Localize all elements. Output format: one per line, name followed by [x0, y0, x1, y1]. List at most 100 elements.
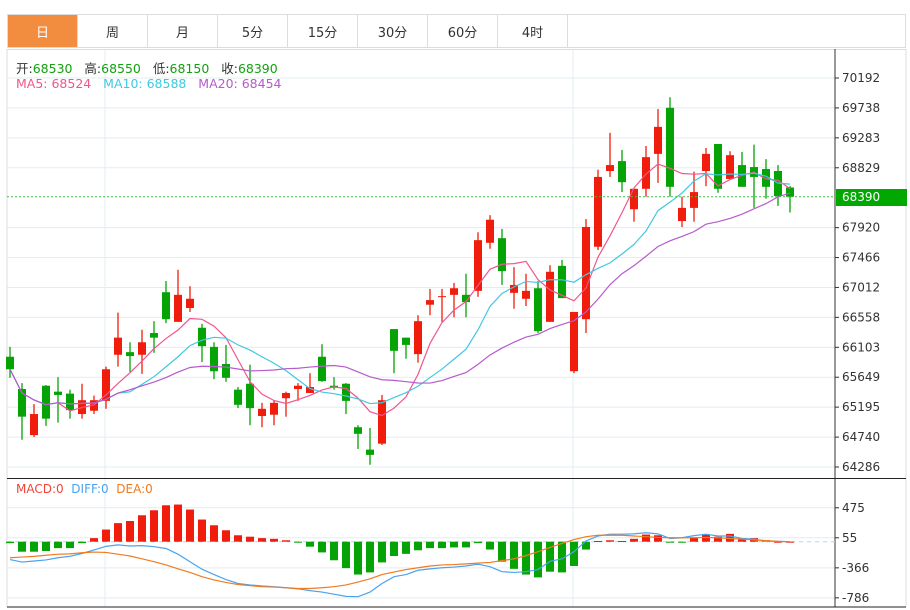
macd-bar — [474, 541, 482, 544]
macd-bar — [162, 505, 170, 542]
tab-15min[interactable]: 15分 — [288, 15, 358, 47]
macd-bar — [738, 538, 746, 542]
price-tick-label: 67466 — [842, 251, 880, 265]
candle-body — [786, 187, 794, 197]
candle-body — [486, 219, 494, 243]
macd-bar — [18, 541, 26, 552]
candle-body — [198, 327, 206, 347]
tab-5min[interactable]: 5分 — [218, 15, 288, 47]
macd-bar — [258, 538, 266, 542]
candle-body — [234, 389, 242, 405]
macd-bar — [450, 541, 458, 548]
candle-body — [258, 408, 266, 417]
candle-body — [126, 352, 134, 357]
high-label: 高: — [84, 61, 102, 76]
macd-bar — [606, 540, 614, 542]
tab-month[interactable]: 月 — [148, 15, 218, 47]
macd-bar — [222, 530, 230, 542]
candle-body — [18, 389, 26, 417]
candle-body — [726, 155, 734, 179]
candle-body — [594, 176, 602, 247]
candle-body — [162, 292, 170, 320]
macd-bar — [666, 541, 674, 543]
macd-bar — [546, 541, 554, 572]
macd-bar — [726, 533, 734, 542]
macd-bar — [102, 529, 110, 542]
macd-bar — [174, 504, 182, 542]
macd-bar — [642, 534, 650, 542]
close-label: 收: — [221, 61, 238, 76]
candle-body — [66, 393, 74, 411]
macd-bar — [678, 541, 686, 543]
candle-body — [282, 392, 290, 399]
candle-body — [426, 300, 434, 305]
candle-body — [150, 333, 158, 338]
candle-body — [222, 363, 230, 378]
ma-readout: MA5: 68524 MA10: 68588 MA20: 68454 — [16, 76, 282, 91]
low-label: 低: — [152, 61, 170, 76]
macd-bar — [702, 534, 710, 542]
open-value: 68530 — [32, 61, 73, 76]
macd-value: MACD:0 — [16, 482, 64, 496]
candle-body — [570, 311, 578, 372]
tab-30min[interactable]: 30分 — [358, 15, 428, 47]
ma5-value: MA5: 68524 — [16, 76, 92, 91]
macd-bar — [114, 523, 122, 542]
candle-body — [618, 161, 626, 183]
candle-body — [762, 169, 770, 187]
candle-body — [270, 402, 278, 415]
macd-bar — [438, 541, 446, 549]
macd-bar — [30, 541, 38, 552]
candle-body — [402, 337, 410, 345]
tab-4hour[interactable]: 4时 — [498, 15, 568, 47]
tab-60min[interactable]: 60分 — [428, 15, 498, 47]
candle-body — [498, 238, 506, 272]
candle-body — [138, 342, 146, 355]
macd-tick-label: -366 — [842, 561, 869, 575]
candle-body — [654, 126, 662, 154]
candle-body — [546, 271, 554, 322]
candle-body — [642, 157, 650, 189]
macd-bar — [282, 540, 290, 542]
candle-body — [90, 400, 98, 411]
macd-tick-label: 55 — [842, 531, 857, 545]
macd-bar — [66, 541, 74, 549]
ma20-line — [9, 192, 791, 406]
macd-bar — [558, 541, 566, 573]
current-price-tag: 68390 — [836, 189, 907, 206]
macd-bar — [498, 541, 506, 562]
candle-body — [114, 337, 122, 355]
candle-body — [678, 207, 686, 222]
macd-bar — [426, 541, 434, 549]
candle-body — [42, 385, 50, 419]
candle-body — [462, 294, 470, 303]
candle-body — [354, 427, 362, 434]
macd-bar — [126, 520, 134, 542]
macd-bar — [186, 509, 194, 542]
macd-bar — [522, 541, 530, 575]
candle-body — [558, 265, 566, 299]
candle-body — [366, 449, 374, 455]
macd-bar — [786, 541, 794, 543]
candle-body — [450, 288, 458, 295]
candle-body — [30, 414, 38, 436]
low-value: 68150 — [169, 61, 210, 76]
price-tick-label: 67920 — [842, 221, 880, 235]
tab-day[interactable]: 日 — [8, 15, 78, 47]
tab-week[interactable]: 周 — [78, 15, 148, 47]
price-tick-label: 67012 — [842, 280, 880, 294]
diff-line — [9, 532, 791, 598]
ohlc-readout: 开:68530 高:68550 低:68150 收:68390 — [16, 58, 278, 77]
candle-body — [414, 321, 422, 355]
period-tab-bar: 日 周 月 5分 15分 30分 60分 4时 — [7, 14, 906, 48]
candle-body — [306, 387, 314, 393]
macd-bar — [234, 535, 242, 542]
macd-bar — [150, 510, 158, 542]
macd-bar — [462, 541, 470, 548]
macd-bar — [246, 536, 254, 542]
macd-bar — [90, 538, 98, 542]
ma10-line — [9, 172, 791, 406]
candle-body — [6, 356, 14, 370]
